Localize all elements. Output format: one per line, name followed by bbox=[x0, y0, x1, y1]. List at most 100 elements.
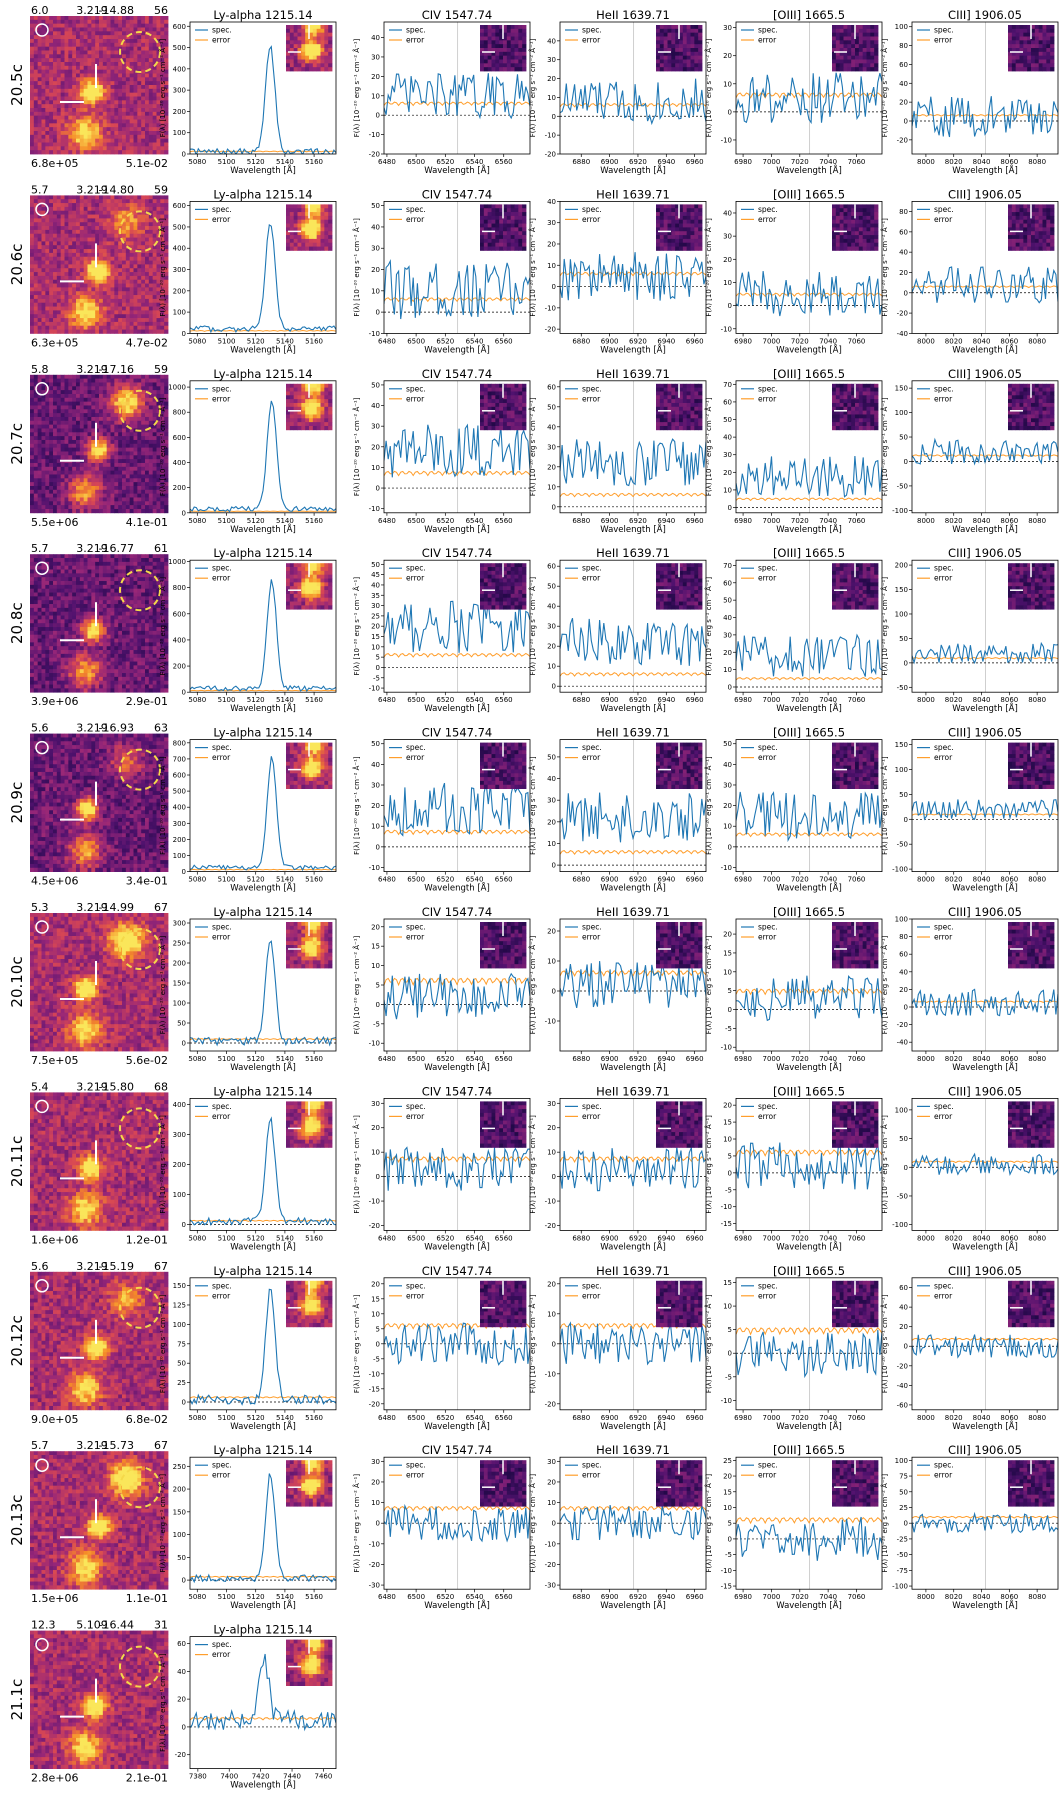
inset-cutout-image bbox=[1008, 25, 1055, 72]
y-tick-label: 200 bbox=[173, 108, 186, 116]
legend-error-label: error bbox=[212, 574, 231, 583]
legend-error-label: error bbox=[934, 1291, 953, 1300]
legend-spec-label: spec. bbox=[934, 1102, 954, 1111]
y-tick-label: 0 bbox=[182, 1040, 186, 1048]
plot-frame bbox=[735, 21, 883, 155]
y-tick-label: 50 bbox=[899, 791, 908, 799]
inset-cutout-image bbox=[1008, 1460, 1055, 1507]
legend-error-label: error bbox=[212, 1471, 231, 1480]
legend-error-label: error bbox=[758, 1291, 777, 1300]
x-tick-label: 6520 bbox=[436, 517, 454, 525]
source-id-label: 21.1c bbox=[8, 1679, 26, 1721]
stamp-magnitude: -14.99 bbox=[99, 901, 134, 914]
y-tick-label: 10 bbox=[547, 1499, 556, 1507]
x-tick-label: 6520 bbox=[436, 1234, 454, 1242]
x-tick-label: 5160 bbox=[305, 517, 323, 525]
x-tick-label: 6560 bbox=[495, 158, 513, 166]
y-tick-label: 0 bbox=[552, 113, 556, 121]
y-tick-label: 0 bbox=[728, 1169, 732, 1177]
y-tick-label: 100 bbox=[173, 1321, 186, 1329]
x-tick-label: 5160 bbox=[305, 1234, 323, 1242]
y-tick-label: -10 bbox=[369, 505, 380, 513]
x-tick-label: 5160 bbox=[305, 337, 323, 345]
stamp-value-tl: 5.4 bbox=[31, 1080, 49, 1093]
spectrum-series-line bbox=[560, 438, 706, 487]
y-tick-label: -30 bbox=[545, 1582, 556, 1590]
y-tick-label: 60 bbox=[899, 951, 908, 959]
panel-title: CIII] 1906.05 bbox=[948, 905, 1022, 919]
y-tick-label: 500 bbox=[173, 788, 186, 796]
y-axis-label: F(λ) [10⁻²⁰ erg s⁻¹ cm⁻² Å⁻¹] bbox=[352, 1474, 361, 1573]
x-axis-label: Wavelength [Å] bbox=[424, 702, 490, 714]
x-axis-label: Wavelength [Å] bbox=[952, 1599, 1018, 1611]
error-series-line bbox=[912, 114, 1058, 117]
stamp-magnitude: -14.80 bbox=[99, 183, 134, 196]
y-tick-label: 40 bbox=[899, 1304, 908, 1312]
x-axis-label: Wavelength [Å] bbox=[776, 523, 842, 535]
y-tick-label: 30 bbox=[547, 1100, 556, 1108]
inset-cutout-image bbox=[832, 742, 879, 789]
legend-spec-label: spec. bbox=[582, 1102, 602, 1111]
x-tick-label: 8000 bbox=[917, 1055, 935, 1063]
error-series-line bbox=[190, 1716, 336, 1721]
legend-spec-label: spec. bbox=[212, 1640, 232, 1649]
x-axis-label: Wavelength [Å] bbox=[424, 1061, 490, 1073]
panel-title: [OIII] 1665.5 bbox=[773, 1084, 845, 1098]
y-axis-label: F(λ) [10⁻²⁰ erg s⁻¹ cm⁻² Å⁻¹] bbox=[158, 38, 167, 137]
x-tick-label: 6960 bbox=[686, 696, 704, 704]
y-tick-label: 200 bbox=[173, 1486, 186, 1494]
x-tick-label: 7000 bbox=[763, 1234, 781, 1242]
x-tick-label: 6520 bbox=[436, 876, 454, 884]
error-series-line bbox=[384, 470, 530, 477]
y-tick-label: 20 bbox=[547, 240, 556, 248]
plot-frame bbox=[735, 1098, 883, 1231]
spectrum-panel: Ly-alpha 1215.14 5080 5100 5120 5140 5160 0 200… bbox=[158, 546, 337, 714]
background-aperture-icon bbox=[119, 31, 161, 73]
plot-frame bbox=[911, 559, 1059, 693]
x-tick-label: 6940 bbox=[657, 696, 675, 704]
legend-error-label: error bbox=[934, 36, 953, 45]
x-tick-label: 6500 bbox=[407, 876, 425, 884]
plot-frame bbox=[189, 21, 337, 155]
panel-title: [OIII] 1665.5 bbox=[773, 546, 845, 560]
y-tick-label: 25 bbox=[371, 612, 380, 620]
y-tick-label: 10 bbox=[723, 1303, 732, 1311]
spectrum-series-line bbox=[912, 1152, 1058, 1177]
y-axis-label: F(λ) [10⁻²⁰ erg s⁻¹ cm⁻² Å⁻¹] bbox=[352, 397, 361, 496]
y-tick-label: 30 bbox=[723, 781, 732, 789]
x-tick-label: 6980 bbox=[734, 1593, 752, 1601]
y-tick-label: 75 bbox=[899, 1473, 908, 1481]
y-tick-label: 60 bbox=[547, 563, 556, 571]
x-tick-label: 7060 bbox=[848, 337, 866, 345]
x-tick-label: 8040 bbox=[973, 1055, 991, 1063]
y-tick-label: -60 bbox=[897, 1401, 908, 1409]
x-axis-label: Wavelength [Å] bbox=[600, 164, 666, 176]
y-axis-label: F(λ) [10⁻²⁰ erg s⁻¹ cm⁻² Å⁻¹] bbox=[528, 218, 537, 317]
legend-error-label: error bbox=[406, 933, 425, 942]
y-tick-label: 100 bbox=[173, 309, 186, 317]
spectrum-series-line bbox=[736, 1516, 882, 1561]
x-tick-label: 8060 bbox=[1000, 158, 1018, 166]
x-axis-label: Wavelength [Å] bbox=[230, 343, 296, 355]
stamp-value-tl: 5.6 bbox=[31, 1260, 49, 1273]
y-tick-label: 500 bbox=[173, 44, 186, 52]
spectrum-series-line bbox=[560, 78, 706, 126]
spectrum-series-line bbox=[384, 782, 530, 837]
stamp-min-value: 6.3e+05 bbox=[31, 336, 78, 349]
inset-cutout-image bbox=[480, 204, 527, 251]
y-tick-label: 10 bbox=[547, 1310, 556, 1318]
x-tick-label: 7060 bbox=[848, 158, 866, 166]
x-tick-label: 6540 bbox=[466, 337, 484, 345]
spectrum-panel: HeII 1639.71 6880 6900 6920 6940 6960 -10 0 10 20… bbox=[528, 905, 707, 1073]
background-aperture-icon bbox=[119, 748, 161, 791]
x-tick-label: 6960 bbox=[686, 876, 704, 884]
y-tick-label: 20 bbox=[899, 1323, 908, 1331]
x-tick-label: 6540 bbox=[466, 517, 484, 525]
x-tick-label: 6480 bbox=[378, 1234, 396, 1242]
x-tick-label: 5100 bbox=[218, 1593, 236, 1601]
y-tick-label: -50 bbox=[897, 482, 908, 490]
background-aperture-icon bbox=[119, 928, 161, 970]
